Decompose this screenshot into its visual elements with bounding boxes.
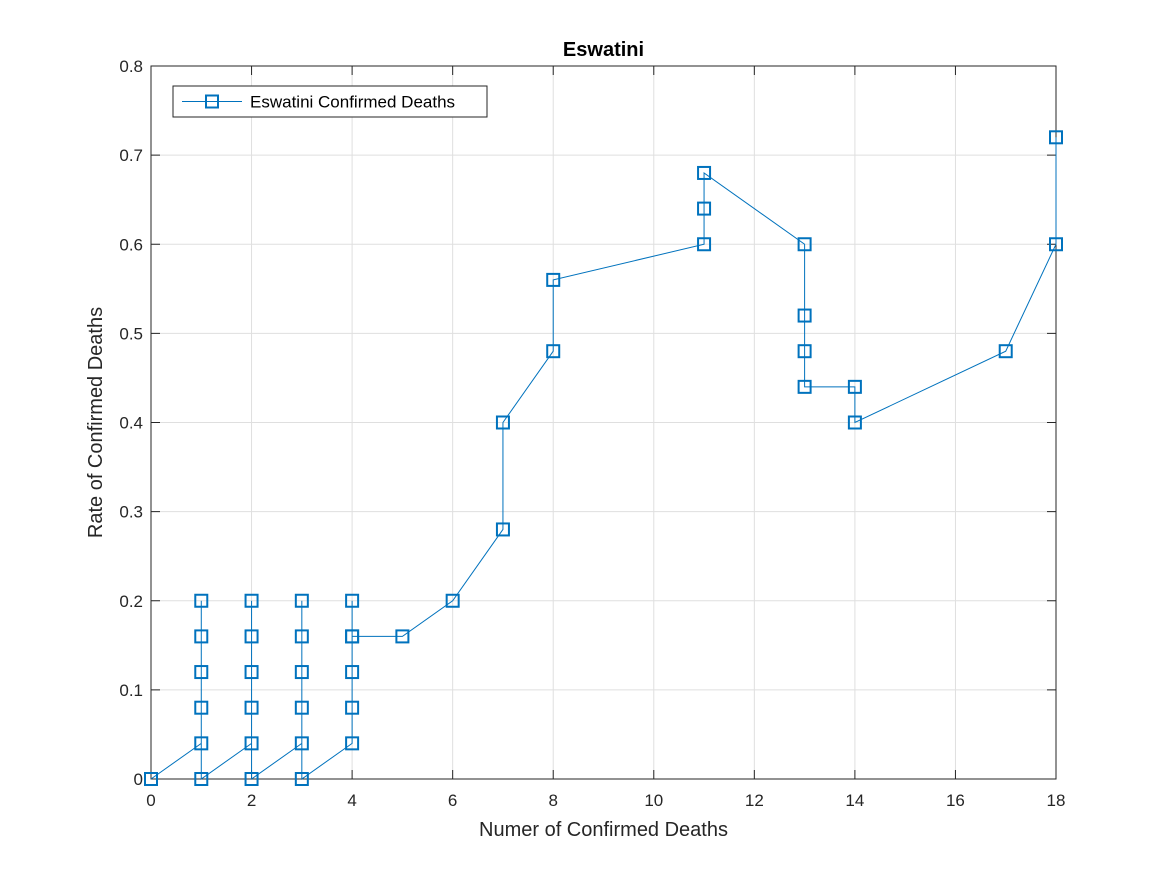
x-tick-label: 0 bbox=[146, 791, 155, 810]
legend-label: Eswatini Confirmed Deaths bbox=[250, 93, 455, 112]
data-point-marker bbox=[797, 344, 812, 359]
data-point-marker bbox=[697, 165, 712, 180]
data-point-marker bbox=[395, 629, 410, 644]
data-point-marker bbox=[445, 593, 460, 608]
data-point-marker bbox=[244, 772, 259, 786]
data-point-marker bbox=[294, 665, 309, 680]
data-point-marker bbox=[797, 237, 812, 252]
x-tick-label: 12 bbox=[745, 791, 764, 810]
data-point-marker bbox=[495, 415, 510, 430]
x-tick-label: 18 bbox=[1047, 791, 1066, 810]
data-point-marker bbox=[546, 344, 561, 359]
x-axis-label: Numer of Confirmed Deaths bbox=[479, 819, 728, 841]
data-point-marker bbox=[294, 736, 309, 751]
x-tick-label: 6 bbox=[448, 791, 457, 810]
data-point-marker bbox=[194, 736, 209, 751]
y-axis-label: Rate of Confirmed Deaths bbox=[85, 307, 107, 538]
data-point-marker bbox=[194, 772, 209, 786]
y-tick-label: 0.2 bbox=[119, 592, 143, 611]
chart-title: Eswatini bbox=[563, 39, 644, 61]
data-point-marker bbox=[144, 772, 158, 786]
data-point-marker bbox=[194, 593, 209, 608]
y-tick-label: 0.4 bbox=[119, 414, 143, 433]
legend: Eswatini Confirmed Deaths bbox=[172, 85, 488, 118]
data-point-marker bbox=[345, 736, 360, 751]
data-point-marker bbox=[244, 593, 259, 608]
data-point-marker bbox=[847, 379, 862, 394]
y-tick-label: 0.3 bbox=[119, 503, 143, 522]
y-tick-label: 0 bbox=[134, 770, 143, 789]
data-point-marker bbox=[194, 700, 209, 715]
data-point-marker bbox=[797, 308, 812, 323]
x-tick-label: 4 bbox=[347, 791, 356, 810]
y-tick-label: 0.6 bbox=[119, 235, 143, 254]
data-point-marker bbox=[345, 593, 360, 608]
data-point-marker bbox=[294, 700, 309, 715]
data-point-marker bbox=[294, 629, 309, 644]
series-line bbox=[150, 137, 1057, 780]
data-point-marker bbox=[194, 665, 209, 680]
data-point-marker bbox=[797, 379, 812, 394]
data-point-marker bbox=[345, 700, 360, 715]
data-point-marker bbox=[495, 522, 510, 537]
legend-marker-square bbox=[205, 94, 219, 109]
data-point-marker bbox=[697, 237, 712, 252]
x-tick-label: 16 bbox=[946, 791, 965, 810]
data-point-marker bbox=[998, 344, 1013, 359]
data-point-marker bbox=[244, 629, 259, 644]
data-point-marker bbox=[294, 593, 309, 608]
data-point-marker bbox=[294, 772, 309, 786]
data-point-marker bbox=[1049, 130, 1063, 145]
x-tick-label: 2 bbox=[247, 791, 256, 810]
y-tick-labels: 0 0.1 0.2 0.3 0.4 0.5 0.6 0.7 0.8 bbox=[119, 57, 143, 789]
data-point-marker bbox=[546, 272, 561, 287]
y-tick-label: 0.8 bbox=[119, 57, 143, 76]
data-point-marker bbox=[1049, 237, 1063, 252]
y-tick-label: 0.5 bbox=[119, 324, 143, 343]
x-tick-label: 14 bbox=[845, 791, 864, 810]
data-point-marker bbox=[244, 736, 259, 751]
x-tick-label: 8 bbox=[548, 791, 557, 810]
data-point-marker bbox=[244, 665, 259, 680]
data-point-marker bbox=[244, 700, 259, 715]
data-point-marker bbox=[345, 665, 360, 680]
y-tick-label: 0.1 bbox=[119, 681, 143, 700]
x-tick-labels: 0 2 4 6 8 10 12 14 16 18 bbox=[146, 791, 1065, 810]
data-point-marker bbox=[345, 629, 360, 644]
x-tick-label: 10 bbox=[644, 791, 663, 810]
series-layer bbox=[144, 130, 1063, 786]
data-point-marker bbox=[697, 201, 712, 216]
data-point-marker bbox=[847, 415, 862, 430]
y-tick-label: 0.7 bbox=[119, 146, 143, 165]
data-point-marker bbox=[194, 629, 209, 644]
